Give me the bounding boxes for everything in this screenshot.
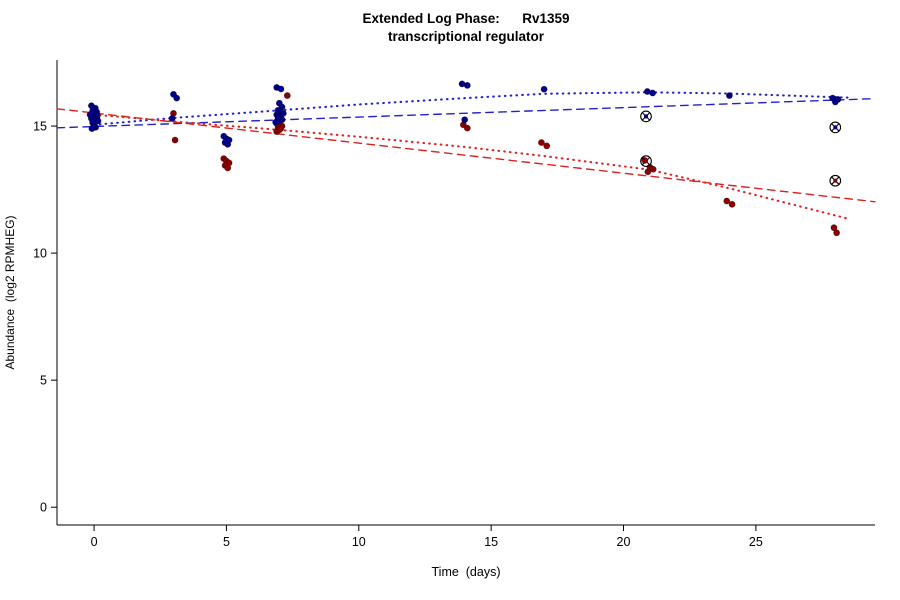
red-point bbox=[171, 136, 179, 144]
blue-fit-dotted bbox=[93, 91, 850, 126]
flagged-point-circle bbox=[829, 121, 842, 134]
red-point bbox=[728, 200, 736, 208]
blue-point bbox=[168, 115, 176, 122]
flagged-point-dot bbox=[643, 114, 649, 119]
blue-point bbox=[88, 125, 96, 133]
blue-point bbox=[726, 92, 733, 99]
x-tick-label: 15 bbox=[484, 535, 498, 549]
red-point bbox=[723, 197, 731, 205]
blue-point bbox=[272, 118, 280, 126]
blue-point bbox=[540, 85, 548, 93]
x-tick-label: 5 bbox=[223, 535, 230, 549]
blue-point bbox=[173, 94, 181, 102]
red-point bbox=[830, 224, 838, 232]
y-tick-label: 5 bbox=[40, 374, 47, 388]
flagged-point-circle bbox=[829, 174, 842, 187]
x-axis-label: Time (days) bbox=[432, 565, 501, 579]
blue-point bbox=[649, 89, 657, 97]
red-point bbox=[463, 124, 471, 132]
x-tick-label: 10 bbox=[352, 535, 366, 549]
blue-point bbox=[224, 140, 232, 148]
flagged-point-circle bbox=[640, 155, 652, 167]
blue-point bbox=[461, 116, 469, 124]
red-fit-dashed bbox=[56, 108, 876, 203]
red-point bbox=[283, 92, 291, 99]
y-tick-label: 0 bbox=[40, 501, 47, 515]
flagged-point-dot bbox=[833, 125, 838, 130]
red-point bbox=[543, 142, 551, 150]
chart-subtitle: transcriptional regulator bbox=[388, 29, 545, 44]
red-point bbox=[644, 168, 652, 176]
red-point bbox=[833, 229, 841, 237]
blue-point bbox=[277, 85, 285, 93]
blue-point bbox=[463, 82, 471, 89]
chart-title: Extended Log Phase: Rv1359 bbox=[362, 11, 569, 26]
flagged-point-dot bbox=[643, 159, 649, 164]
red-fit-dotted bbox=[93, 113, 850, 220]
x-tick-label: 25 bbox=[749, 535, 763, 549]
y-axis-label: Abundance (log2 RPMHEG) bbox=[3, 215, 17, 369]
x-tick-label: 20 bbox=[617, 535, 631, 549]
blue-point bbox=[831, 98, 839, 106]
red-point bbox=[649, 165, 657, 173]
x-tick-label: 0 bbox=[91, 535, 98, 549]
red-point bbox=[273, 128, 281, 136]
y-tick-label: 15 bbox=[33, 120, 47, 134]
red-point bbox=[224, 164, 232, 172]
red-point bbox=[538, 139, 545, 146]
y-tick-label: 10 bbox=[33, 247, 47, 261]
flagged-point-dot bbox=[833, 178, 838, 183]
flagged-point-circle bbox=[640, 110, 652, 123]
